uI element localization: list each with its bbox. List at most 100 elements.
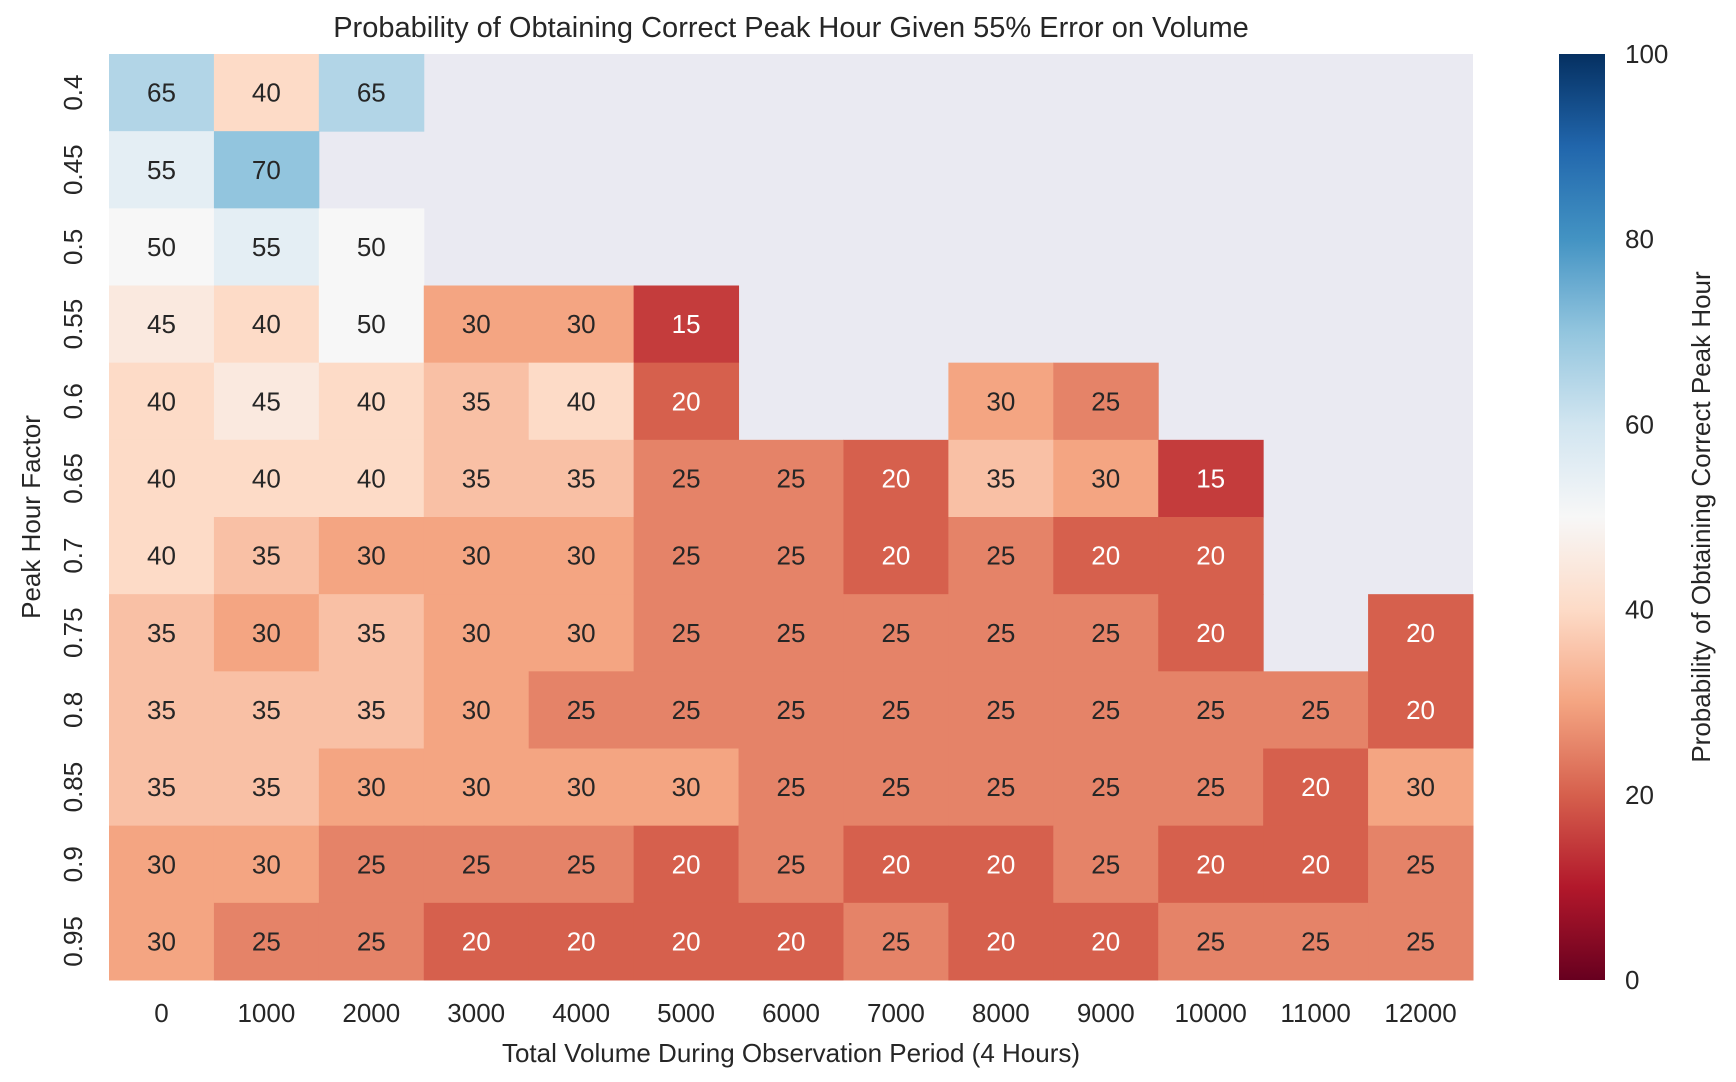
heatmap-cell [843, 748, 949, 827]
heatmap-cell [1053, 748, 1159, 827]
cell-value-label: 20 [881, 849, 910, 879]
cell-value-label: 20 [1406, 695, 1435, 725]
cell-value-label: 70 [252, 155, 281, 185]
cell-value-label: 35 [252, 695, 281, 725]
heatmap-cell [109, 902, 215, 981]
cell-value-label: 35 [147, 772, 176, 802]
heatmap-cell [843, 671, 949, 749]
heatmap-cell [633, 825, 740, 904]
heatmap-cell [318, 671, 425, 749]
x-tick-label: 4000 [552, 998, 610, 1028]
cell-value-label: 25 [986, 772, 1015, 802]
cell-value-label: 25 [777, 772, 806, 802]
heatmap-cell [528, 517, 635, 595]
heatmap-cell [843, 902, 949, 981]
cell-value-label: 25 [777, 849, 806, 879]
heatmap-cell [738, 748, 844, 827]
heatmap-cell [1158, 594, 1264, 672]
heatmap-cell [213, 517, 320, 595]
cell-value-label: 25 [1196, 926, 1225, 956]
colorbar-tick-label: 20 [1625, 780, 1654, 810]
cell-value-label: 15 [1196, 463, 1225, 493]
heatmap-cell [528, 902, 635, 981]
colorbar-tick-label: 60 [1625, 409, 1654, 439]
heatmap-cell [528, 594, 635, 672]
colorbar-tick-label: 40 [1625, 595, 1654, 625]
y-tick-label: 0.45 [58, 144, 88, 195]
cell-value-label: 20 [672, 386, 701, 416]
cell-value-label: 30 [462, 541, 491, 571]
heatmap-cell [318, 285, 425, 364]
x-tick-label: 2000 [342, 998, 400, 1028]
heatmap-cell [948, 748, 1054, 827]
cell-value-label: 35 [357, 618, 386, 648]
cell-value-label: 25 [1301, 926, 1330, 956]
heatmap-cell [738, 671, 844, 749]
cell-value-label: 25 [1301, 695, 1330, 725]
chart-title: Probability of Obtaining Correct Peak Ho… [333, 12, 1249, 44]
cell-value-label: 20 [1196, 849, 1225, 879]
cell-value-label: 25 [777, 695, 806, 725]
cell-value-label: 25 [777, 618, 806, 648]
heatmap-cell [1368, 671, 1474, 749]
heatmap-cell [1158, 439, 1264, 518]
heatmap-cell [528, 748, 635, 827]
heatmap-cell [1053, 825, 1159, 904]
cell-value-label: 20 [1091, 926, 1120, 956]
cell-value-label: 25 [567, 695, 596, 725]
heatmap-cell [423, 902, 530, 981]
cell-value-label: 25 [1406, 926, 1435, 956]
cell-value-label: 35 [252, 541, 281, 571]
cell-value-label: 15 [672, 309, 701, 339]
heatmap-cell [109, 517, 215, 595]
y-tick-label: 0.85 [58, 762, 88, 813]
y-tick-label: 0.75 [58, 607, 88, 658]
y-tick-label: 0.7 [58, 538, 88, 574]
heatmap-cell [633, 517, 740, 595]
x-tick-label: 12000 [1384, 998, 1456, 1028]
heatmap-cell [213, 439, 320, 518]
heatmap-cell [318, 902, 425, 981]
heatmap-cell [213, 902, 320, 981]
cell-value-label: 30 [462, 309, 491, 339]
heatmap-cell [738, 902, 844, 981]
cell-value-label: 25 [357, 849, 386, 879]
cell-value-label: 20 [567, 926, 596, 956]
cell-value-label: 25 [881, 772, 910, 802]
heatmap-cell [109, 439, 215, 518]
cell-value-label: 25 [881, 618, 910, 648]
cell-value-label: 25 [252, 926, 281, 956]
heatmap-cell [843, 825, 949, 904]
cell-value-label: 25 [777, 463, 806, 493]
heatmap-cell [1368, 594, 1474, 672]
y-tick-label: 0.4 [58, 75, 88, 111]
cell-value-label: 20 [1301, 772, 1330, 802]
cell-value-label: 25 [1196, 772, 1225, 802]
heatmap-cell [843, 594, 949, 672]
x-tick-label: 8000 [972, 998, 1030, 1028]
cell-value-label: 40 [147, 386, 176, 416]
cell-value-label: 25 [357, 926, 386, 956]
cell-value-label: 25 [672, 695, 701, 725]
heatmap-cell [423, 517, 530, 595]
cell-value-label: 30 [462, 618, 491, 648]
heatmap-cell [109, 131, 215, 209]
cell-value-label: 25 [881, 926, 910, 956]
cell-value-label: 30 [567, 772, 596, 802]
heatmap-cell [318, 439, 425, 518]
y-tick-label: 0.55 [58, 299, 88, 350]
cell-value-label: 20 [672, 849, 701, 879]
heatmap-cell [213, 825, 320, 904]
cell-value-label: 65 [147, 78, 176, 108]
heatmap-cell [948, 825, 1054, 904]
cell-value-label: 35 [462, 386, 491, 416]
heatmap-cell [109, 671, 215, 749]
x-tick-label: 7000 [867, 998, 925, 1028]
cell-value-label: 20 [1091, 541, 1120, 571]
cell-value-label: 20 [881, 463, 910, 493]
heatmap-cell [1158, 902, 1264, 981]
heatmap-cell [213, 54, 320, 132]
heatmap-cell [1368, 902, 1474, 981]
heatmap-cell [1053, 902, 1159, 981]
